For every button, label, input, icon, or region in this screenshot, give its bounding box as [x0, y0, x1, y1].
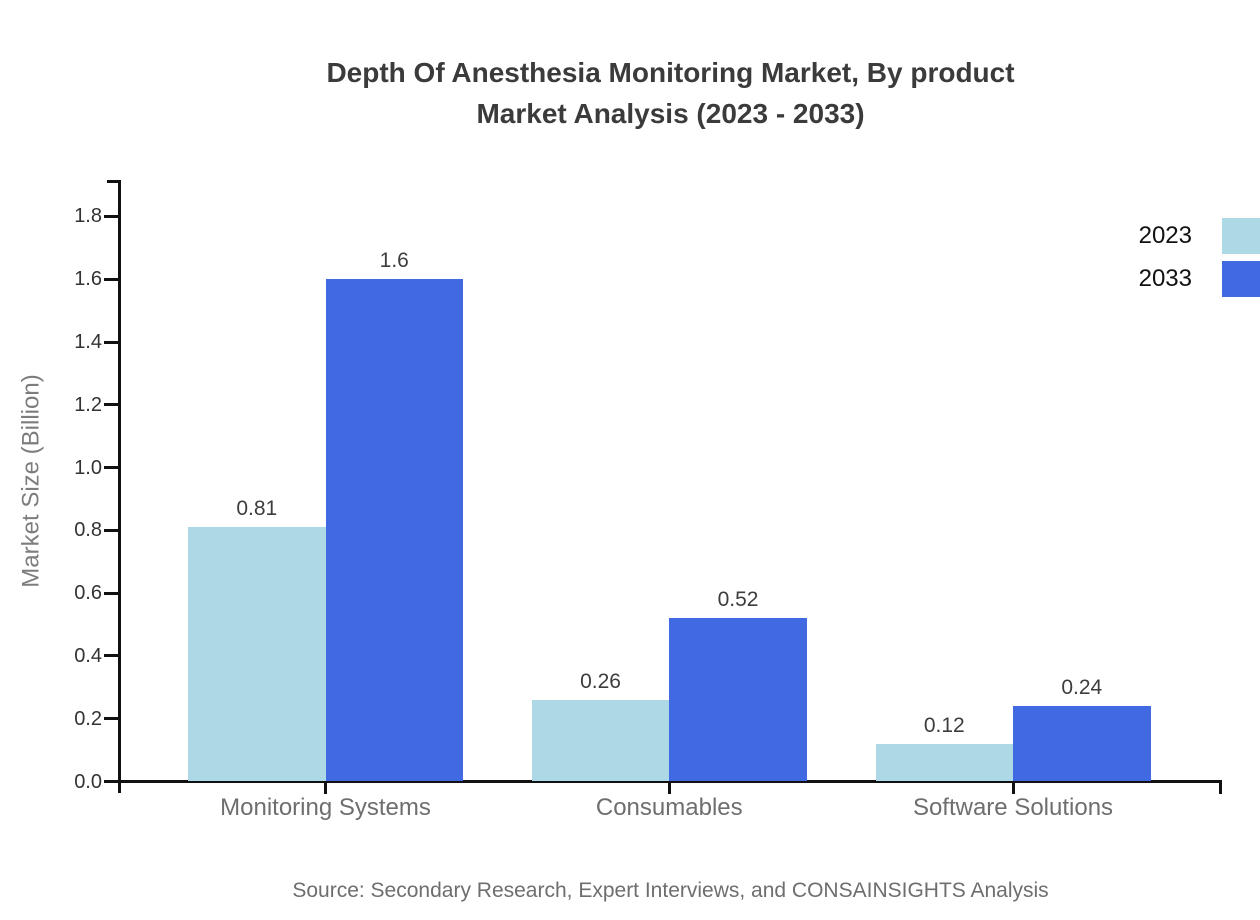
y-tick-mark [104, 780, 119, 783]
x-tick-label-consumables: Consumables [595, 794, 743, 821]
y-tick-mark [104, 277, 119, 281]
y-tick-mark [104, 466, 119, 470]
y-tick-label: 0.6 [74, 582, 102, 605]
legend-swatch-2033 [1222, 261, 1260, 297]
bar-value-label: 0.24 [1061, 676, 1103, 700]
legend-label-2023: 2023 [1138, 222, 1192, 249]
x-axis-right-cap [1219, 780, 1222, 794]
y-tick-mark [104, 340, 119, 344]
legend-swatch-2023 [1222, 218, 1260, 254]
y-tick-mark [104, 717, 119, 721]
x-tick-label-monitoring-systems: Monitoring Systems [220, 794, 431, 821]
x-tick-mark [324, 780, 327, 794]
y-tick-label: 0.4 [74, 644, 102, 667]
y-tick-label: 1.8 [74, 205, 102, 228]
legend-item-2023: 2023 [1139, 218, 1260, 254]
y-tick-label: 1.6 [74, 268, 102, 291]
y-tick-label: 1.4 [74, 331, 102, 354]
bar-2023-consumables [531, 699, 670, 782]
y-tick-label: 1.0 [74, 456, 102, 479]
chart-title-line1: Depth Of Anesthesia Monitoring Market, B… [326, 57, 1015, 88]
y-tick-label: 0.8 [74, 519, 102, 542]
y-axis-spine [118, 180, 121, 793]
bar-value-label: 1.6 [379, 249, 409, 273]
y-tick-mark [104, 214, 119, 218]
bar-2033-consumables [669, 618, 807, 782]
y-tick-label: 1.2 [74, 393, 102, 416]
bar-2023-software-solutions [875, 743, 1013, 782]
y-axis-top-cap [107, 180, 121, 183]
bar-2033-software-solutions [1013, 706, 1151, 782]
x-tick-mark [1011, 780, 1015, 794]
y-tick-mark [104, 403, 119, 407]
bar-2033-monitoring-systems [325, 279, 463, 782]
y-tick-mark [104, 591, 119, 595]
bar-value-label: 0.81 [236, 497, 278, 521]
y-tick-label: 0.0 [74, 770, 102, 793]
bar-value-label: 0.26 [580, 669, 621, 693]
legend: 2023 2033 [1139, 218, 1260, 304]
legend-label-2033: 2033 [1138, 265, 1192, 292]
y-tick-mark [104, 528, 119, 532]
bar-value-label: 0.52 [717, 588, 759, 612]
x-tick-label-software-solutions: Software Solutions [912, 794, 1114, 821]
x-tick-mark [667, 780, 671, 794]
chart-title: Depth Of Anesthesia Monitoring Market, B… [120, 52, 1221, 134]
legend-item-2033: 2033 [1139, 261, 1260, 297]
y-tick-label: 0.2 [74, 707, 102, 730]
bar-2023-monitoring-systems [188, 527, 326, 782]
y-tick-mark [104, 654, 119, 658]
source-note: Source: Secondary Research, Expert Inter… [292, 879, 1049, 902]
chart-title-line2: Market Analysis (2023 - 2033) [476, 98, 865, 129]
bar-value-label: 0.12 [923, 713, 965, 737]
